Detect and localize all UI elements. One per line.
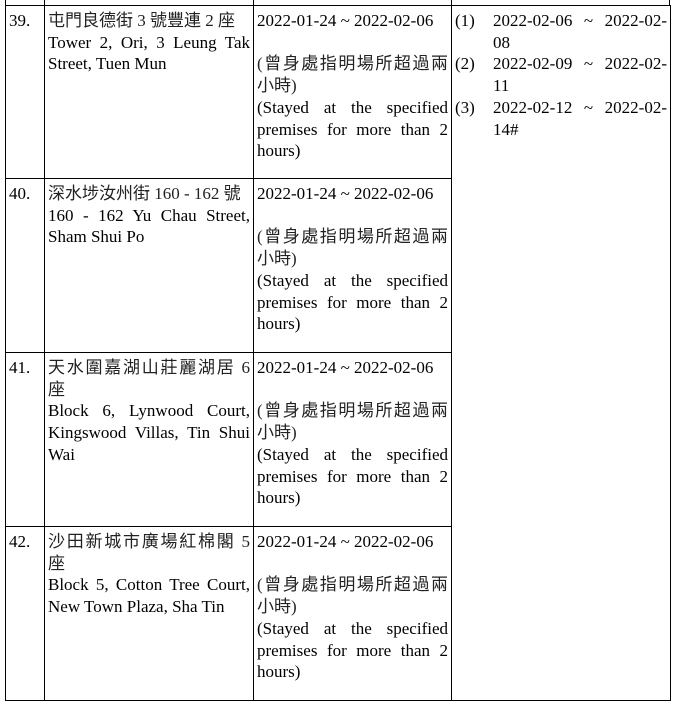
address-en: Tower 2, Ori, 3 Leung Tak Street, Tuen M… — [48, 32, 250, 74]
period-cell: 2022-01-24 ~ 2022-02-06 (曾身處指明場所超過兩小時) (… — [253, 352, 452, 527]
item-label: (1) — [455, 11, 475, 30]
note-zh: (曾身處指明場所超過兩小時) — [257, 227, 448, 269]
period-cell: 2022-01-24 ~ 2022-02-06 (曾身處指明場所超過兩小時) (… — [253, 178, 452, 353]
address-en: 160 - 162 Yu Chau Street, Sham Shui Po — [48, 205, 250, 247]
row-number: 40. — [5, 178, 45, 353]
note-en: (Stayed at the specified premises for mo… — [257, 270, 448, 334]
test-date-item: (3) 2022-02-12 ~ 2022-02-14# — [455, 97, 667, 140]
period-dates: 2022-01-24 ~ 2022-02-06 — [257, 532, 434, 551]
item-value: 2022-02-06 ~ 2022-02-08 — [493, 11, 667, 52]
test-date-item: (1) 2022-02-06 ~ 2022-02-08 — [455, 10, 667, 53]
table-row: 42. 沙田新城市廣場紅棉閣 5 座 Block 5, Cotton Tree … — [5, 526, 671, 701]
address-en: Block 5, Cotton Tree Court, New Town Pla… — [48, 575, 250, 617]
address-cell: 深水埗汝州街 160 - 162 號 160 - 162 Yu Chau Str… — [44, 178, 254, 353]
address-zh: 沙田新城市廣場紅棉閣 5 座 — [48, 532, 250, 573]
address-zh: 深水埗汝州街 160 - 162 號 — [48, 184, 241, 203]
period-cell: 2022-01-24 ~ 2022-02-06 (曾身處指明場所超過兩小時) (… — [253, 526, 452, 701]
period-dates: 2022-01-24 ~ 2022-02-06 — [257, 184, 434, 203]
note-en: (Stayed at the specified premises for mo… — [257, 618, 448, 682]
period-cell: 2022-01-24 ~ 2022-02-06 (曾身處指明場所超過兩小時) (… — [253, 5, 452, 179]
test-dates-cell: (1) 2022-02-06 ~ 2022-02-08 (2) 2022-02-09 … — [451, 5, 671, 701]
address-cell: 天水圍嘉湖山莊麗湖居 6 座 Block 6, Lynwood Court, K… — [44, 352, 254, 527]
previous-row-borders — [0, 0, 680, 6]
period-dates: 2022-01-24 ~ 2022-02-06 — [257, 11, 434, 30]
row-number: 42. — [5, 526, 45, 701]
table-row: 40. 深水埗汝州街 160 - 162 號 160 - 162 Yu Chau… — [5, 178, 671, 353]
test-date-item: (2) 2022-02-09 ~ 2022-02-11 — [455, 53, 667, 96]
address-cell: 屯門良德街 3 號豐連 2 座 Tower 2, Ori, 3 Leung Ta… — [44, 5, 254, 179]
note-en: (Stayed at the specified premises for mo… — [257, 97, 448, 161]
note-zh: (曾身處指明場所超過兩小時) — [257, 401, 448, 443]
address-cell: 沙田新城市廣場紅棉閣 5 座 Block 5, Cotton Tree Cour… — [44, 526, 254, 701]
note-en: (Stayed at the specified premises for mo… — [257, 444, 448, 508]
note-zh: (曾身處指明場所超過兩小時) — [257, 575, 448, 617]
item-label: (3) — [455, 97, 475, 117]
note-zh: (曾身處指明場所超過兩小時) — [257, 54, 448, 96]
row-number: 41. — [5, 352, 45, 527]
address-en: Block 6, Lynwood Court, Kingswood Villas… — [48, 401, 250, 464]
row-number: 39. — [5, 5, 45, 179]
item-value: 2022-02-09 ~ 2022-02-11 — [493, 54, 667, 96]
table-row: 39. 屯門良德街 3 號豐連 2 座 Tower 2, Ori, 3 Leun… — [5, 5, 671, 701]
period-dates: 2022-01-24 ~ 2022-02-06 — [257, 358, 434, 377]
premises-table: 39. 屯門良德街 3 號豐連 2 座 Tower 2, Ori, 3 Leun… — [5, 5, 671, 701]
address-zh: 天水圍嘉湖山莊麗湖居 6 座 — [48, 358, 250, 399]
item-label: (2) — [455, 54, 475, 74]
item-value: 2022-02-12 ~ 2022-02-14# — [493, 97, 667, 139]
address-zh: 屯門良德街 3 號豐連 2 座 — [48, 11, 235, 30]
table-row: 41. 天水圍嘉湖山莊麗湖居 6 座 Block 6, Lynwood Cour… — [5, 352, 671, 527]
